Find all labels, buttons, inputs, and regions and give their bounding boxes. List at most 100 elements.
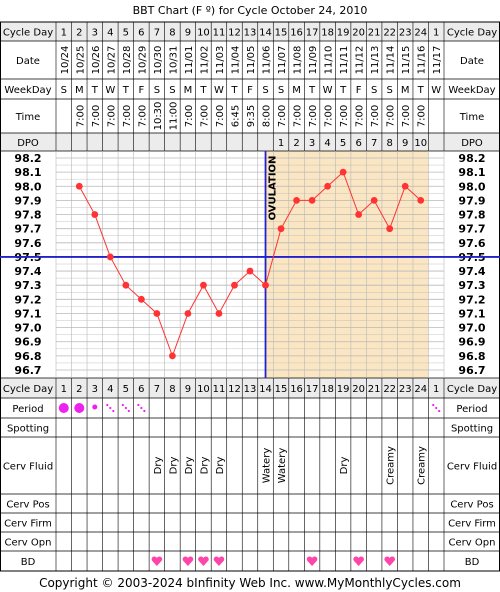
weekday-cell: T [308,85,316,96]
date-cell: 10/30 [153,46,164,75]
row-label-cerv-pos: Cerv Pos [6,500,49,511]
date-cell: 10/29 [137,46,148,75]
temperature-point [277,225,285,233]
chart-title: BBT Chart (F º) for Cycle October 24, 20… [133,4,368,17]
date-cell: 11/07 [277,46,288,75]
weekday-cell: S [371,85,377,96]
cycle-day-bottom-cell: 24 [414,384,427,395]
cycle-day-cell: 2 [76,28,82,39]
date-cell: 11/02 [199,46,210,75]
row-label-right-spotting: Spotting [451,424,493,435]
time-cell: 7:00 [122,105,133,127]
temperature-point [122,281,130,289]
bd-heart-icon [384,556,395,566]
cycle-day-cell: 12 [228,28,241,39]
cycle-day-cell: 24 [414,28,427,39]
dpo-cell: 6 [355,138,361,149]
cycle-day-bottom-cell: 20 [352,384,365,395]
time-cell: 8:00 [262,105,273,127]
row-label-right-cerv-pos: Cerv Pos [450,500,493,511]
date-cell: 11/06 [262,46,273,75]
weekday-cell: W [323,85,333,96]
date-cell: 11/08 [293,46,304,75]
y-tick-label-left: 96.8 [14,350,41,363]
date-cell: 11/12 [355,46,366,75]
cerv-fluid-cell: Dry [184,457,195,475]
y-tick-label-right: 98.0 [458,180,485,193]
cycle-day-cell: 4 [107,28,113,39]
cycle-day-bottom-cell: 2 [76,384,82,395]
cycle-day-bottom-cell: 6 [138,384,144,395]
y-tick-label-right: 97.6 [458,237,485,250]
y-tick-label-left: 97.4 [14,265,41,278]
cerv-fluid-cell: Dry [339,457,350,475]
period-light-dot [137,403,140,407]
y-tick-label-right: 97.1 [458,307,485,320]
bd-heart-icon [306,556,318,566]
cycle-day-row-fill [0,22,500,41]
row-label-right-date: Date [460,56,484,67]
bd-heart-icon [213,556,225,566]
luteal-phase-fill [265,151,429,378]
y-tick-label-left: 98.1 [14,166,41,179]
row-label-dpo: DPO [17,138,39,149]
weekday-cell: S [262,85,268,96]
time-cell: 7:00 [199,105,210,127]
time-cell: 7:00 [324,105,335,127]
cycle-day-bottom-cell: 1 [61,384,67,395]
dpo-cell: 5 [340,138,346,149]
cycle-day-cell: 21 [368,28,381,39]
dpo-cell: 3 [309,138,315,149]
period-light-dot [112,409,115,413]
weekday-cell: S [387,85,393,96]
dpo-cell: 7 [371,138,377,149]
time-cell: 11:00 [168,102,179,131]
date-cell: 11/09 [308,46,319,75]
cycle-day-bottom-cell: 9 [185,384,191,395]
y-tick-label-right: 96.8 [458,350,485,363]
temperature-point [231,281,238,289]
cycle-day-bottom-cell: 1 [433,384,439,395]
cerv-fluid-cell: Dry [168,457,179,475]
cycle-day-bottom-cell: 19 [337,384,350,395]
temperature-point [200,281,207,289]
cycle-day-cell: 23 [399,28,412,39]
cycle-day-cell: 7 [154,28,160,39]
row-label-cerv-firm: Cerv Firm [4,519,52,530]
date-cell: 11/05 [246,46,257,75]
cycle-day-cell: 10 [197,28,210,39]
temperature-point [339,168,347,176]
cerv-fluid-cell: Creamy [417,446,428,485]
row-label-right-time: Time [459,112,484,123]
weekday-cell: S [169,85,175,96]
y-tick-label-left: 98.0 [14,180,41,193]
y-tick-label-right: 96.7 [458,364,485,377]
temperature-point [401,182,409,190]
y-tick-label-left: 97.8 [14,209,41,222]
cycle-day-bottom-cell: 16 [290,384,303,395]
cerv-fluid-cell: Dry [153,457,164,475]
period-light-dot [438,409,441,413]
weekday-cell: W [214,85,224,96]
weekday-cell: T [122,85,130,96]
row-label-right-dpo: DPO [461,138,483,149]
time-cell: 7:00 [91,105,102,127]
dpo-cell: 1 [278,138,284,149]
cycle-day-cell: 15 [275,28,288,39]
weekday-cell: F [247,85,253,96]
y-tick-label-left: 97.2 [14,293,41,306]
time-cell: 7:00 [137,105,148,127]
weekday-cell: T [91,85,99,96]
weekday-cell: M [292,85,301,96]
y-tick-label-right: 97.2 [458,293,485,306]
period-heavy-dot [74,403,85,413]
weekday-cell: M [184,85,193,96]
cycle-day-bottom-cell: 22 [383,384,396,395]
time-cell: 7:00 [215,105,226,127]
cycle-day-cell: 20 [352,28,365,39]
y-tick-label-left: 96.7 [14,364,41,377]
temperature-point [386,225,394,233]
time-cell: 9:35 [246,105,257,127]
cycle-day-cell: 13 [244,28,257,39]
cycle-day-cell: 22 [383,28,396,39]
